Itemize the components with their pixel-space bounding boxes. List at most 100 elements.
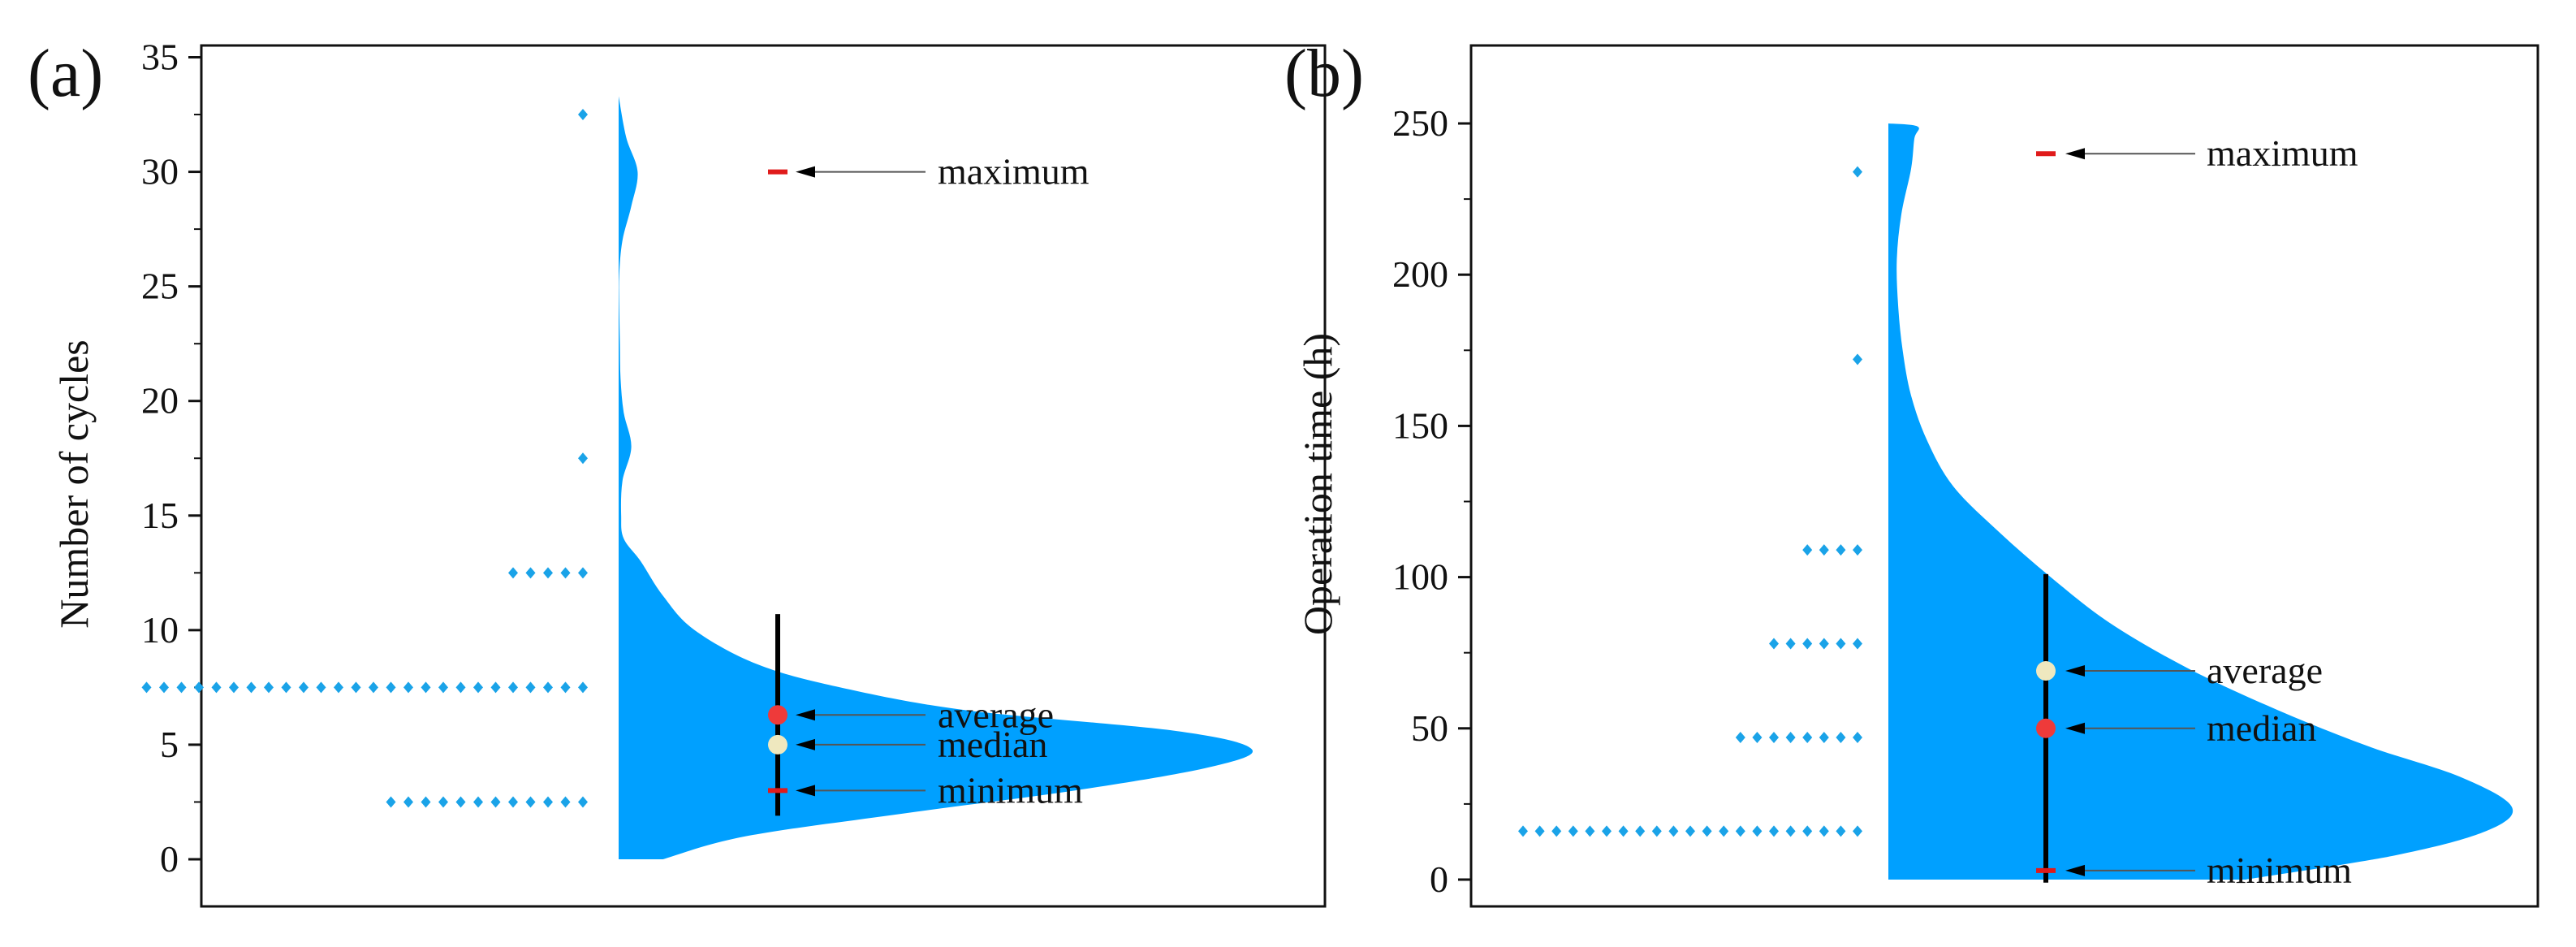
data-point-a (316, 681, 326, 694)
data-point-a (578, 681, 588, 694)
data-point-b (1752, 825, 1763, 837)
y-tick-label-a: 10 (141, 609, 179, 651)
y-axis-a: 0 5 10 15 20 25 30 35 (141, 37, 201, 880)
data-point-b (1518, 825, 1528, 837)
data-point-b (1551, 825, 1562, 837)
data-point-a (560, 567, 571, 579)
data-point-b (1769, 638, 1779, 650)
data-point-a (525, 681, 536, 694)
data-point-a (543, 681, 553, 694)
y-tick-label-b: 250 (1392, 102, 1448, 144)
y-tick-label-a: 20 (141, 380, 179, 422)
data-point-a (455, 681, 466, 694)
y-tick-label-b: 150 (1392, 404, 1448, 446)
data-point-a (141, 681, 152, 694)
y-tick-label-a: 30 (141, 151, 179, 192)
plot-frame-b (1469, 44, 2539, 908)
data-point-a (508, 681, 518, 694)
data-point-a (473, 796, 483, 808)
annotation-text-average-b: average (2207, 650, 2323, 691)
annotation-median-a: median (796, 724, 1047, 765)
average-marker-b (2036, 661, 2056, 681)
data-point-a (176, 681, 187, 694)
data-point-b (1785, 731, 1796, 743)
median-marker-a (768, 734, 787, 755)
y-tick-label-a: 25 (141, 266, 179, 307)
data-point-b (1819, 638, 1829, 650)
data-point-a (508, 567, 518, 579)
annotation-text-average-a: average (938, 694, 1054, 735)
data-point-a (386, 796, 396, 808)
y-tick-label-b: 0 (1430, 858, 1448, 900)
annotation-text-median-a: median (938, 724, 1047, 765)
dot-strip-a (141, 109, 588, 808)
y-tick-label-a: 15 (141, 495, 179, 536)
data-point-a (421, 681, 431, 694)
y-tick-label-b: 50 (1411, 707, 1448, 749)
data-point-b (1836, 825, 1846, 837)
data-point-b (1735, 825, 1745, 837)
data-point-a (299, 681, 309, 694)
data-point-b (1853, 638, 1862, 650)
data-point-b (1819, 825, 1829, 837)
data-point-a (578, 567, 588, 579)
annotation-average-b: average (2065, 650, 2323, 691)
data-point-a (455, 796, 466, 808)
annotation-minimum-a: minimum (796, 769, 1083, 811)
annotation-maximum-a: maximum (796, 151, 1090, 192)
data-point-a (229, 681, 239, 694)
y-axis-label-a: Number of cycles (51, 339, 97, 628)
data-point-a (578, 109, 588, 121)
data-point-b (1568, 825, 1578, 837)
data-point-b (1836, 638, 1846, 650)
data-point-a (508, 796, 518, 808)
data-point-a (386, 681, 396, 694)
data-point-b (1836, 731, 1846, 743)
annotation-text-maximum-a: maximum (938, 151, 1090, 192)
data-point-a (369, 681, 378, 694)
data-point-a (560, 796, 571, 808)
data-point-a (438, 796, 448, 808)
data-point-b (1853, 353, 1862, 365)
data-point-a (578, 452, 588, 465)
y-axis-b: 0 50 100 150 200 250 (1392, 102, 1471, 900)
data-point-a (194, 681, 204, 694)
annotation-text-minimum-b: minimum (2207, 850, 2352, 891)
plot-frame-a (200, 44, 1327, 908)
data-point-b (1719, 825, 1729, 837)
y-tick-label-a: 35 (141, 37, 179, 78)
data-point-b (1534, 825, 1545, 837)
data-point-a (246, 681, 257, 694)
panel-label-b: (b) (1284, 36, 1364, 111)
data-point-b (1802, 825, 1813, 837)
data-point-a (421, 796, 431, 808)
annotation-text-maximum-b: maximum (2207, 132, 2358, 174)
y-tick-label-b: 200 (1392, 253, 1448, 295)
data-point-b (1769, 825, 1779, 837)
violin-b (1888, 123, 2513, 880)
data-point-a (543, 567, 553, 579)
annotations-b: maximum average median minimum (2065, 132, 2358, 891)
data-point-b (1585, 825, 1595, 837)
data-point-b (1752, 731, 1763, 743)
data-point-a (490, 681, 501, 694)
data-point-b (1785, 638, 1796, 650)
data-point-b (1602, 825, 1612, 837)
data-point-b (1618, 825, 1629, 837)
panel-label-a: (a) (28, 36, 103, 111)
data-point-a (403, 681, 413, 694)
annotation-text-minimum-a: minimum (938, 769, 1083, 811)
data-point-a (159, 681, 169, 694)
data-point-b (1853, 825, 1862, 837)
data-point-a (525, 796, 536, 808)
annotation-maximum-b: maximum (2065, 132, 2358, 174)
y-tick-label-b: 100 (1392, 556, 1448, 598)
data-point-b (1685, 825, 1695, 837)
data-point-b (1802, 731, 1813, 743)
data-point-b (1853, 166, 1862, 178)
panel-a: (a) Number of cycles 0 5 10 15 20 25 30 35 maxi… (28, 36, 1327, 908)
data-point-b (1651, 825, 1662, 837)
data-point-a (211, 681, 222, 694)
annotations-a: maximum average median minimum (796, 151, 1090, 811)
